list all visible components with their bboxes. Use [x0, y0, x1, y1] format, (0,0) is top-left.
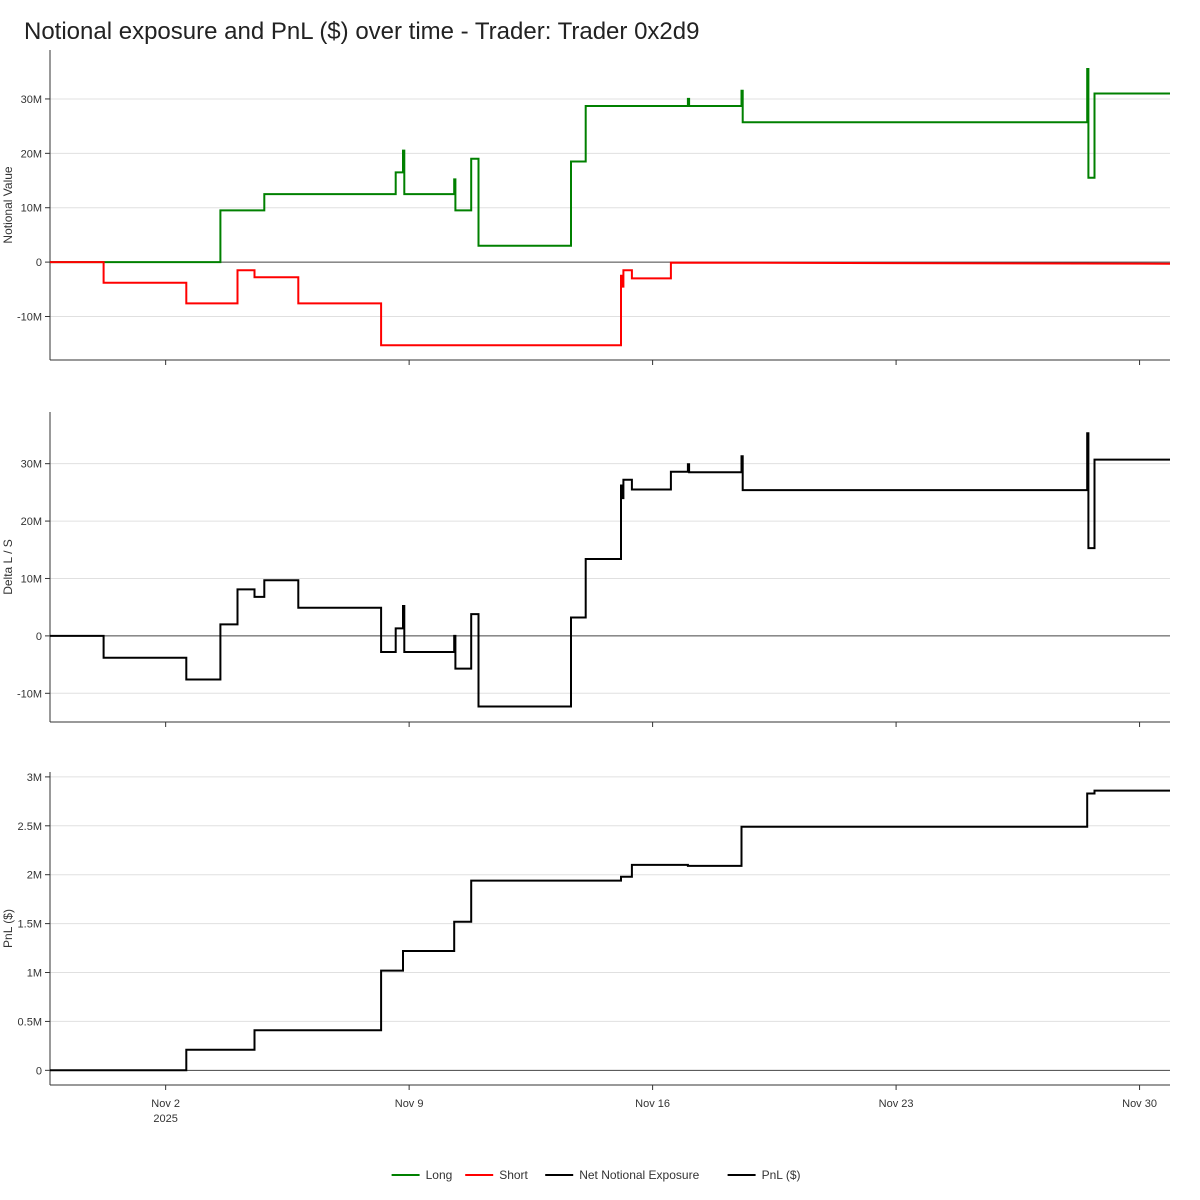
series-line-short	[50, 261, 1171, 347]
x-tick-label: Nov 9	[395, 1098, 424, 1110]
y-tick-label: 0.5M	[18, 1016, 42, 1028]
y-tick-label: 2M	[27, 870, 42, 882]
y-tick-label: 10M	[21, 203, 42, 215]
legend-label: PnL ($)	[762, 1168, 801, 1182]
y-tick-label: 20M	[21, 516, 42, 528]
y-tick-label: -10M	[17, 688, 42, 700]
y-tick-label: 0	[36, 257, 42, 269]
panel-pnl: 0 0.5M 1M 1.5M 2M 2.5M 3M PnL ($)	[1, 772, 1170, 1090]
y-tick-label: 2.5M	[18, 821, 42, 833]
panel-delta-long-short: -10M 0 10M 20M 30M Delta L / S	[1, 412, 1170, 727]
y-tick-label: 3M	[27, 772, 42, 784]
y-tick-label: 10M	[21, 573, 42, 585]
y-tick-label: 1M	[27, 968, 42, 980]
series-line-long	[50, 68, 1170, 264]
legend: Long Short Net Notional Exposure PnL ($)	[391, 1168, 801, 1182]
y-axis-title: Delta L / S	[1, 539, 15, 595]
x-tick-label: Nov 16	[635, 1098, 670, 1110]
chart-title: Notional exposure and PnL ($) over time …	[24, 18, 700, 45]
y-tick-label: -10M	[17, 311, 42, 323]
x-axis: Nov 2 2025 Nov 9 Nov 16 Nov 23 Nov 30	[151, 1098, 1157, 1125]
y-axis-title: Notional Value	[1, 166, 15, 243]
y-tick-label: 30M	[21, 459, 42, 471]
x-tick-sublabel: 2025	[153, 1113, 177, 1125]
x-tick-label: Nov 23	[879, 1098, 914, 1110]
x-tick-label: Nov 30	[1122, 1098, 1157, 1110]
series-line-pnl	[50, 789, 1170, 1072]
y-tick-label: 30M	[21, 94, 42, 106]
legend-label: Short	[499, 1168, 528, 1182]
y-tick-label: 1.5M	[18, 919, 42, 931]
y-tick-label: 0	[36, 1065, 42, 1077]
y-tick-label: 0	[36, 631, 42, 643]
y-tick-label: 20M	[21, 148, 42, 160]
y-axis-title: PnL ($)	[1, 909, 15, 948]
legend-label: Long	[426, 1168, 453, 1182]
series-line-net-notional-exposure	[50, 432, 1170, 708]
legend-label: Net Notional Exposure	[579, 1168, 699, 1182]
panel-notional-value: -10M 0 10M 20M 30M Notional Value	[1, 50, 1171, 365]
x-tick-label: Nov 2	[151, 1098, 180, 1110]
